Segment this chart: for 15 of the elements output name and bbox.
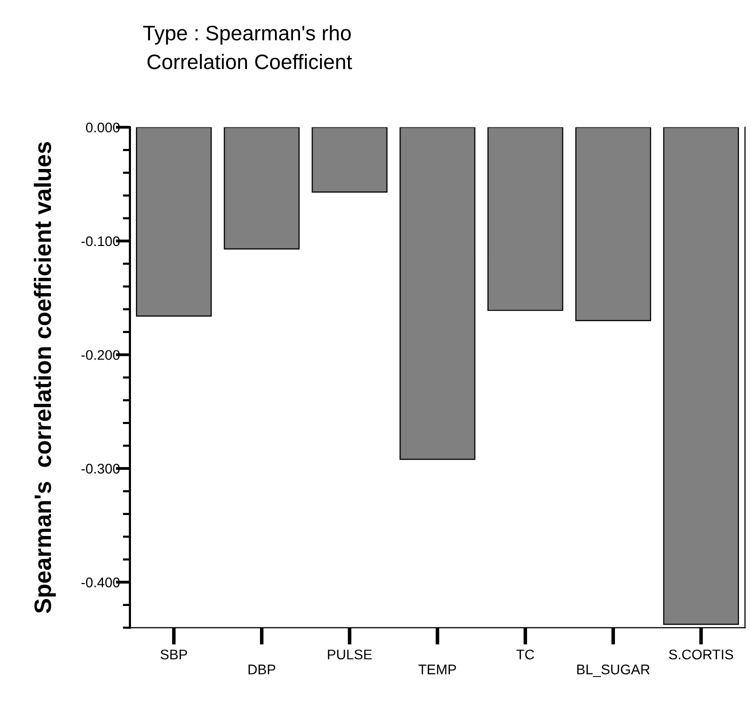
- x-tick-label: SBP: [160, 650, 188, 660]
- x-tick-label: PULSE: [328, 650, 372, 660]
- chart-title: Type : Spearman's rho: [143, 25, 351, 45]
- x-tick-label: DBP: [248, 664, 276, 674]
- x-tick-label: S.CORTIS: [669, 650, 734, 660]
- y-tick-label: -0.200: [81, 350, 120, 360]
- y-axis-title: Spearman's correlation coefficient values: [34, 142, 56, 614]
- y-tick-label: -0.400: [81, 578, 120, 588]
- chart-subtitle: Correlation Coefficient: [148, 54, 352, 70]
- x-tick-label: TC: [516, 650, 534, 660]
- y-tick-label: -0.300: [81, 464, 120, 474]
- y-tick-label: -0.100: [81, 236, 120, 246]
- y-tick-label: 0.000: [86, 122, 120, 132]
- x-tick-label: TEMP: [418, 664, 456, 674]
- x-tick-label: BL_SUGAR: [577, 664, 650, 677]
